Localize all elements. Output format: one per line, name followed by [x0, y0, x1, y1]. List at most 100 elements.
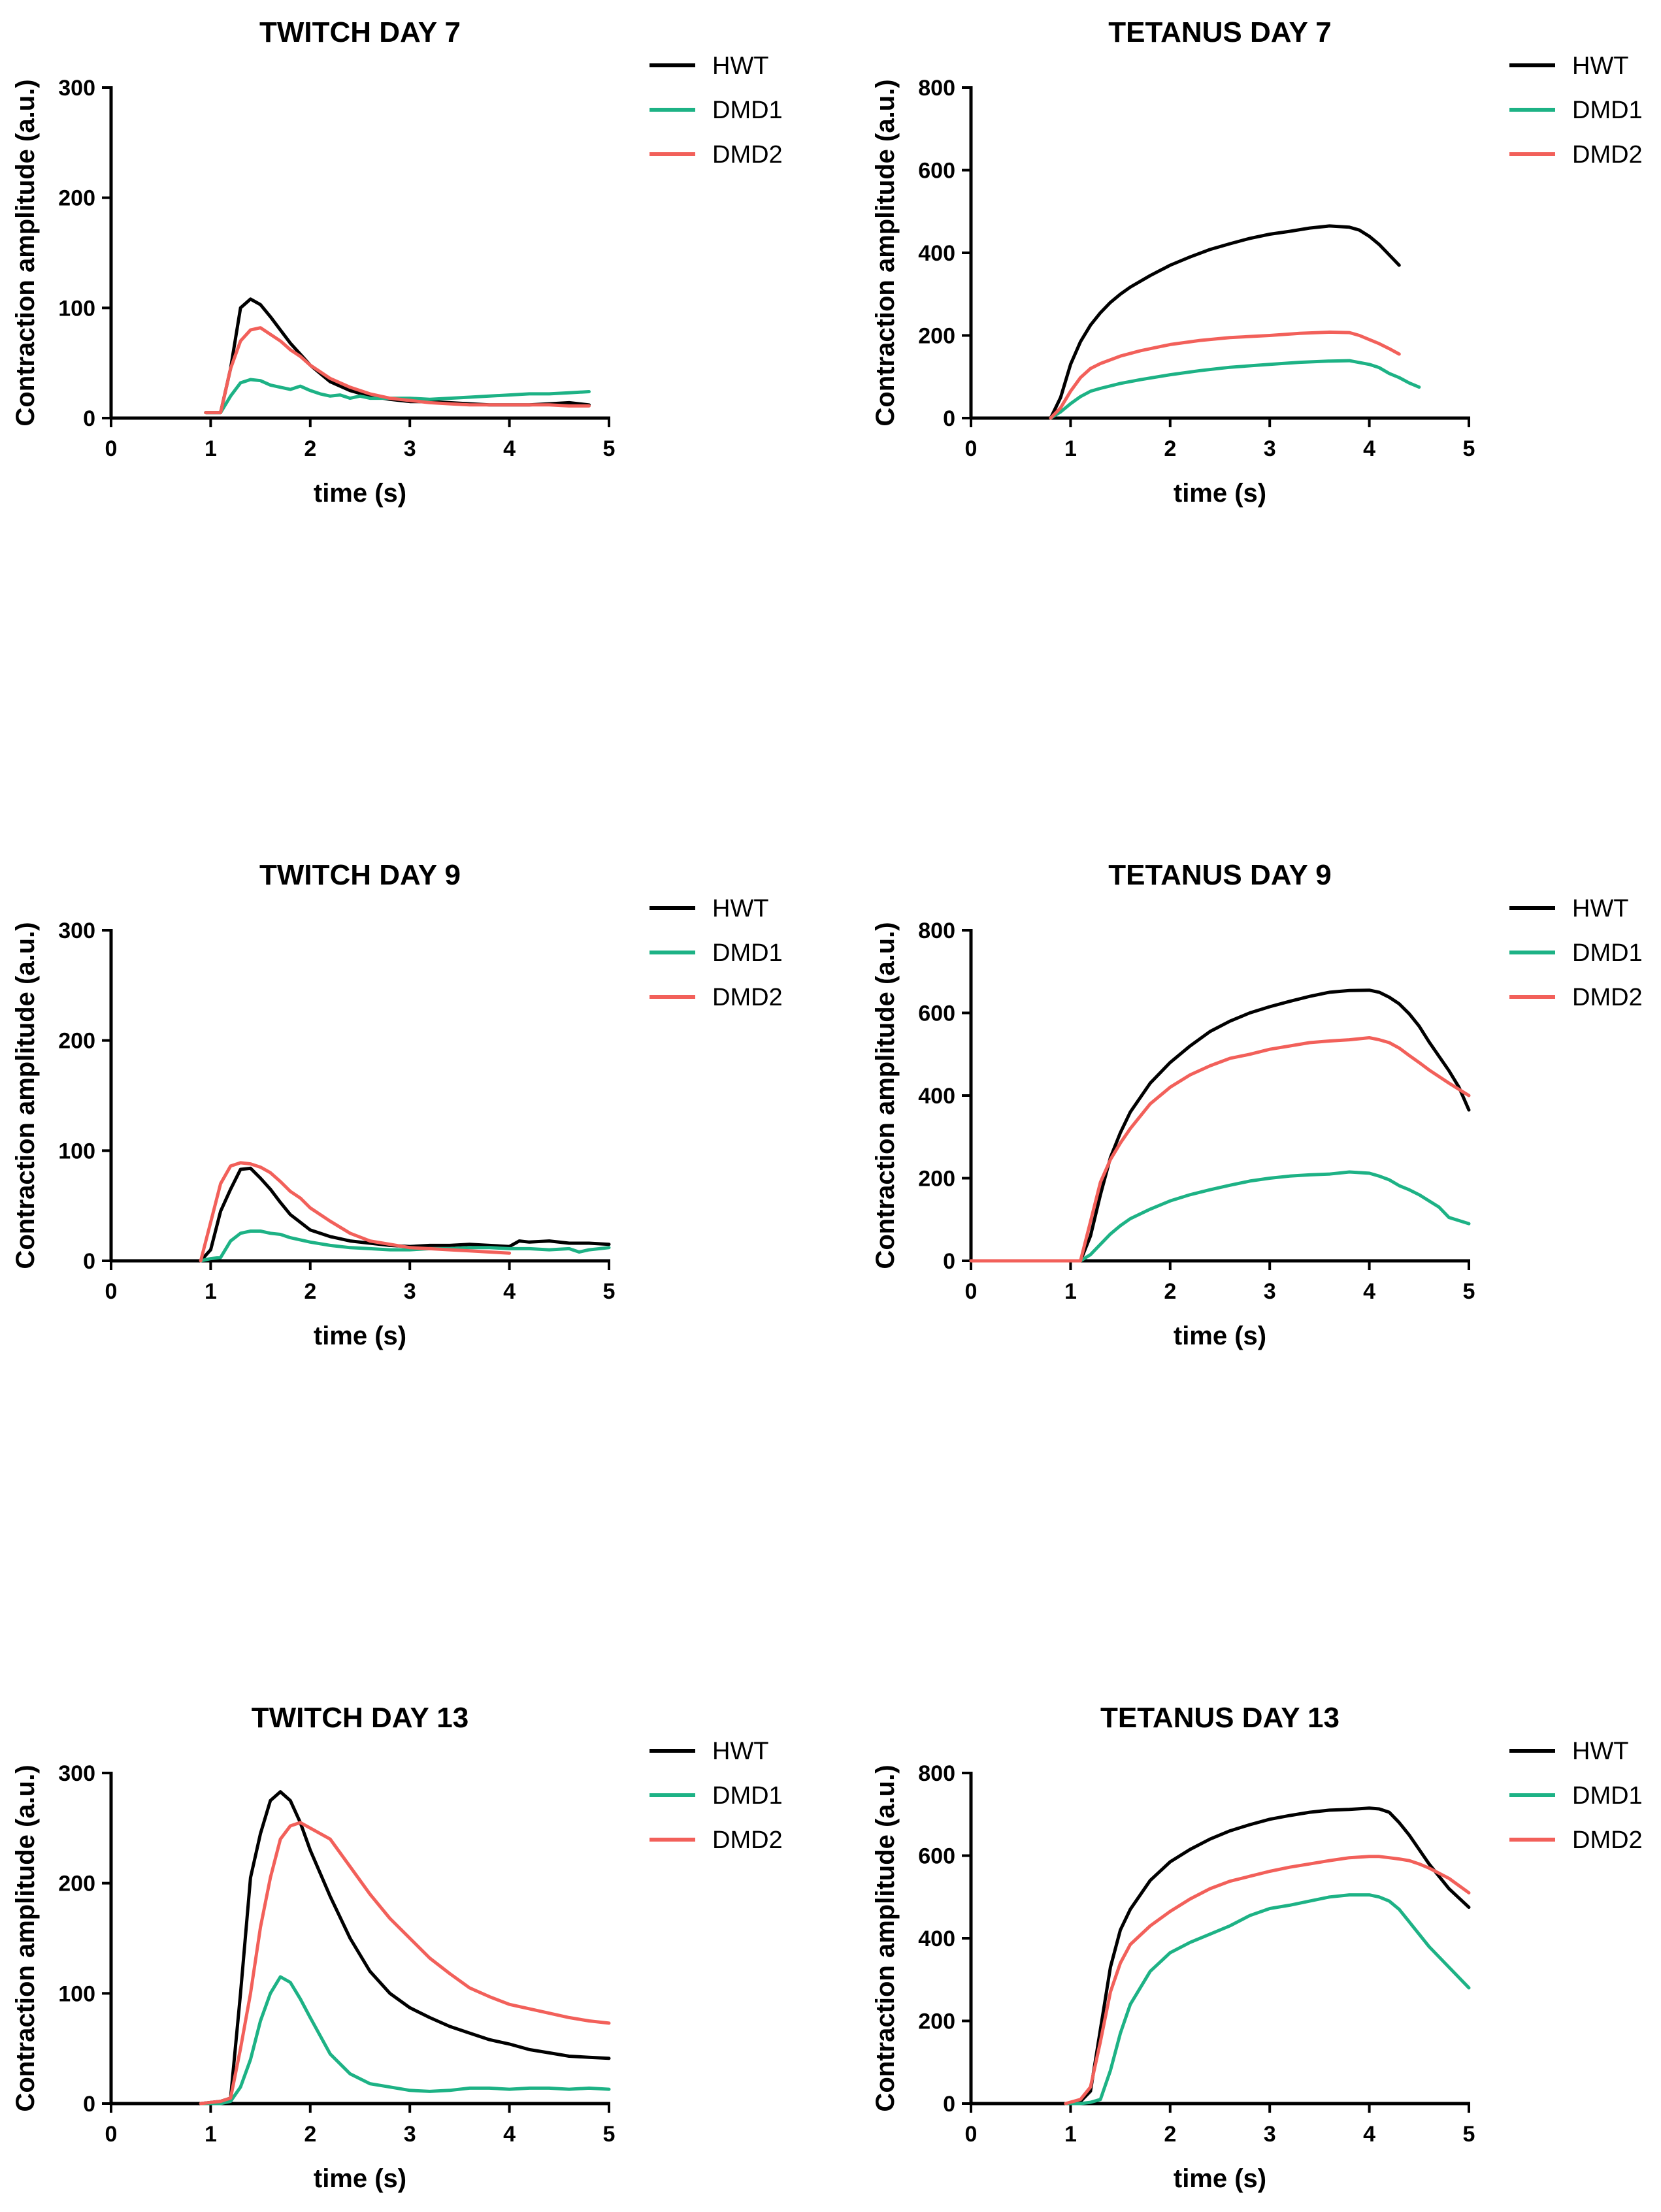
- y-axis-label: Contraction amplitude (a.u.): [871, 1765, 900, 2111]
- y-tick-label: 600: [918, 159, 955, 184]
- x-tick-label: 2: [1164, 1279, 1176, 1304]
- chart-panel-tetanus-day-13: TETANUS DAY 13 0 1 2 3 4 5 0 200 400 600 800 time (s…: [871, 1702, 1643, 2193]
- x-tick-label: 4: [503, 2122, 516, 2147]
- legend-label-hwt: HWT: [1572, 52, 1629, 80]
- y-tick-label: 800: [918, 919, 955, 943]
- x-tick-label: 5: [1463, 1279, 1475, 1304]
- y-tick-label: 400: [918, 241, 955, 266]
- y-axis-label: Contraction amplitude (a.u.): [11, 922, 40, 1269]
- y-tick-label: 200: [918, 324, 955, 349]
- y-tick-label: 300: [58, 1761, 95, 1786]
- x-tick-label: 0: [105, 1279, 118, 1304]
- x-tick-label: 2: [1164, 2122, 1176, 2147]
- y-tick-label: 0: [83, 2092, 95, 2117]
- series-line-dmd1: [199, 1229, 611, 1263]
- series-line-hwt: [199, 1790, 611, 2106]
- series-line-hwt: [199, 1166, 611, 1263]
- legend-label-dmd1: DMD1: [1572, 939, 1643, 967]
- x-tick-label: 1: [205, 1279, 217, 1304]
- x-tick-label: 4: [1363, 1279, 1375, 1304]
- chart-title: TWITCH DAY 13: [252, 1702, 469, 1734]
- chart-title: TETANUS DAY 7: [1108, 16, 1332, 48]
- y-tick-label: 400: [918, 1927, 955, 1951]
- series-line-dmd2: [1049, 330, 1401, 420]
- x-tick-label: 2: [1164, 436, 1176, 461]
- y-tick-label: 0: [943, 406, 955, 431]
- y-axis-label: Contraction amplitude (a.u.): [11, 79, 40, 426]
- x-tick-label: 5: [1463, 2122, 1475, 2147]
- chart-panel-twitch-day-9: TWITCH DAY 9 0 1 2 3 4 5 0 100 200 300 time (s) Cont…: [11, 859, 783, 1350]
- legend-label-dmd1: DMD1: [1572, 97, 1643, 124]
- legend-label-dmd2: DMD2: [712, 984, 783, 1011]
- chart-title: TWITCH DAY 7: [259, 16, 461, 48]
- y-tick-label: 400: [918, 1084, 955, 1109]
- x-tick-label: 3: [404, 2122, 416, 2147]
- x-tick-label: 0: [105, 2122, 118, 2147]
- chart-title: TETANUS DAY 13: [1100, 1702, 1340, 1734]
- y-tick-label: 300: [58, 919, 95, 943]
- series-line-dmd1: [1064, 1893, 1471, 2106]
- x-tick-label: 1: [1064, 2122, 1077, 2147]
- x-tick-label: 2: [304, 2122, 316, 2147]
- y-tick-label: 200: [918, 1167, 955, 1192]
- y-tick-label: 800: [918, 1761, 955, 1786]
- y-tick-label: 200: [58, 1872, 95, 1896]
- legend-label-dmd1: DMD1: [1572, 1782, 1643, 1810]
- x-axis-label: time (s): [1174, 479, 1266, 508]
- x-tick-label: 0: [965, 1279, 978, 1304]
- series-line-hwt: [204, 297, 591, 415]
- y-axis-label: Contraction amplitude (a.u.): [11, 1765, 40, 2111]
- x-axis-label: time (s): [1174, 2164, 1266, 2193]
- y-tick-label: 600: [918, 1844, 955, 1869]
- x-tick-label: 1: [1064, 1279, 1077, 1304]
- x-tick-label: 0: [965, 2122, 978, 2147]
- series-line-dmd2: [969, 1036, 1471, 1263]
- y-tick-label: 600: [918, 1001, 955, 1026]
- series-line-dmd2: [1064, 1855, 1471, 2106]
- x-tick-label: 4: [503, 1279, 516, 1304]
- legend-label-dmd2: DMD2: [712, 1827, 783, 1854]
- legend-label-dmd2: DMD2: [1572, 141, 1643, 169]
- x-tick-label: 0: [105, 436, 118, 461]
- chart-panel-tetanus-day-9: TETANUS DAY 9 0 1 2 3 4 5 0 200 400 600 800 time (s)…: [871, 859, 1643, 1350]
- legend-label-hwt: HWT: [712, 895, 769, 922]
- y-tick-label: 100: [58, 1139, 95, 1163]
- chart-panel-twitch-day-13: TWITCH DAY 13 0 1 2 3 4 5 0 100 200 300 time (s) Con…: [11, 1702, 783, 2193]
- x-tick-label: 1: [205, 2122, 217, 2147]
- y-axis-label: Contraction amplitude (a.u.): [871, 79, 900, 426]
- y-tick-label: 200: [58, 186, 95, 211]
- chart-title: TWITCH DAY 9: [259, 859, 461, 891]
- series-line-hwt: [969, 988, 1471, 1263]
- x-tick-label: 3: [1264, 436, 1276, 461]
- series-line-hwt: [1064, 1806, 1471, 2106]
- x-tick-label: 5: [1463, 436, 1475, 461]
- chart-panel-tetanus-day-7: TETANUS DAY 7 0 1 2 3 4 5 0 200 400 600 800 time (s)…: [871, 16, 1643, 508]
- y-tick-label: 0: [83, 406, 95, 431]
- legend-label-dmd1: DMD1: [712, 97, 783, 124]
- legend-label-dmd1: DMD1: [712, 939, 783, 967]
- series-line-dmd2: [199, 1821, 611, 2106]
- y-tick-label: 0: [943, 2092, 955, 2117]
- x-tick-label: 3: [1264, 2122, 1276, 2147]
- y-tick-label: 300: [58, 76, 95, 101]
- legend-label-dmd1: DMD1: [712, 1782, 783, 1810]
- y-tick-label: 0: [943, 1249, 955, 1274]
- series-line-dmd1: [1049, 359, 1421, 420]
- y-tick-label: 200: [918, 2009, 955, 2034]
- chart-title: TETANUS DAY 9: [1108, 859, 1332, 891]
- y-tick-label: 200: [58, 1029, 95, 1054]
- y-tick-label: 800: [918, 76, 955, 101]
- y-tick-label: 100: [58, 1981, 95, 2006]
- x-tick-label: 3: [404, 436, 416, 461]
- x-axis-label: time (s): [1174, 1322, 1266, 1350]
- x-tick-label: 3: [1264, 1279, 1276, 1304]
- x-axis-label: time (s): [314, 2164, 406, 2193]
- series-line-dmd2: [204, 326, 591, 415]
- x-tick-label: 2: [304, 1279, 316, 1304]
- x-tick-label: 5: [603, 2122, 616, 2147]
- series-line-hwt: [1049, 224, 1401, 420]
- x-tick-label: 1: [1064, 436, 1077, 461]
- x-tick-label: 4: [1363, 2122, 1375, 2147]
- legend-label-hwt: HWT: [1572, 1738, 1629, 1765]
